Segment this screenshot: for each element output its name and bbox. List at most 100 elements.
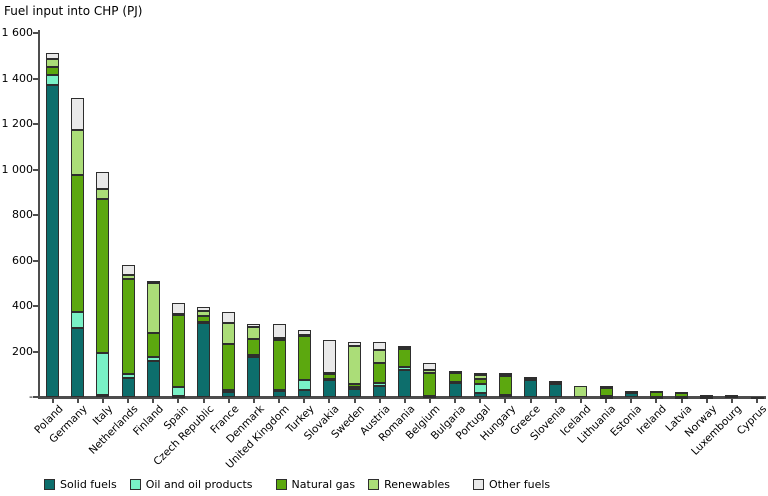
bar-segment <box>247 323 261 327</box>
bar-segment <box>348 384 361 387</box>
y-tick <box>33 305 38 307</box>
y-tick-label: 800 <box>12 208 33 221</box>
x-tick <box>202 399 205 403</box>
x-tick <box>705 399 708 403</box>
bar-segment <box>423 373 437 396</box>
bar-segment <box>373 362 387 384</box>
bar-segment <box>398 348 412 367</box>
bar-segment <box>222 311 236 324</box>
legend-label: Renewables <box>384 478 451 491</box>
bar-segment <box>398 345 412 349</box>
bar-segment <box>222 323 236 344</box>
bar-segment <box>322 379 336 382</box>
bar-segment <box>297 379 311 391</box>
legend-swatch <box>129 479 141 490</box>
x-tick <box>76 399 79 403</box>
bar-segment <box>272 323 286 339</box>
bar-segment <box>599 387 613 397</box>
x-tick <box>152 399 155 403</box>
bar-segment <box>473 379 487 385</box>
bar-segment <box>46 85 60 397</box>
bar-segment <box>448 382 462 397</box>
bar-segment <box>96 171 110 189</box>
bar-segment <box>96 199 110 353</box>
bar-segment <box>171 313 185 316</box>
bar-segment <box>423 363 437 370</box>
x-tick <box>730 399 733 403</box>
legend-swatch <box>275 479 287 490</box>
legend-label: Other fuels <box>489 478 551 491</box>
bar-segment <box>373 349 387 363</box>
bar-segment <box>146 360 160 397</box>
x-tick <box>479 399 482 403</box>
bar-segment <box>599 396 613 399</box>
bar-segment <box>498 373 512 376</box>
bar-segment <box>448 370 462 373</box>
bar-segment <box>71 175 85 312</box>
bar-segment <box>272 340 286 391</box>
bar-segment <box>247 357 261 397</box>
x-tick <box>278 399 281 403</box>
bar-segment <box>297 334 311 337</box>
y-tick-label: 1 000 <box>1 162 34 176</box>
bar-segment <box>549 382 563 397</box>
bar-segment <box>473 372 487 375</box>
x-tick <box>554 399 557 403</box>
bar-segment <box>398 348 412 351</box>
x-tick <box>378 399 381 403</box>
x-tick <box>529 399 532 403</box>
bar-segment <box>71 129 85 176</box>
legend-label: Natural gas <box>291 478 356 491</box>
bar-segment <box>46 75 60 86</box>
x-axis-line <box>38 396 766 399</box>
bar-segment <box>121 275 135 279</box>
bar-segment <box>574 386 588 397</box>
bar-segment <box>247 355 261 358</box>
bar-segment <box>171 395 185 398</box>
bar-segment <box>750 396 764 399</box>
bar-segment <box>96 352 110 395</box>
bar-segment <box>297 329 311 335</box>
y-tick-label: 1 600 <box>1 26 34 39</box>
bar-segment <box>96 188 110 200</box>
bar-segment <box>524 376 538 379</box>
x-tick <box>454 399 457 403</box>
legend-swatch <box>368 479 380 490</box>
bar-segment <box>197 321 211 324</box>
bar-segment <box>524 379 538 397</box>
y-tick-label: 600 <box>12 253 33 267</box>
legend-item: Renewables <box>368 478 450 491</box>
bar-segment <box>373 383 387 386</box>
y-tick-label: 200 <box>12 344 33 358</box>
bar-segment <box>171 302 185 314</box>
bar-segment <box>46 67 60 76</box>
bar-segment <box>71 327 85 397</box>
bar-segment <box>473 384 487 394</box>
bar-segment <box>197 323 211 397</box>
bar-segment <box>373 385 387 397</box>
x-tick <box>177 399 180 403</box>
bar-segment <box>121 374 135 378</box>
legend-item: Natural gas <box>275 478 356 491</box>
bar-segment <box>197 310 211 317</box>
bar-segment <box>222 343 236 391</box>
x-tick <box>605 399 608 403</box>
bar-segment <box>322 373 336 376</box>
bar-segment <box>423 369 437 374</box>
bar-segment <box>348 389 361 397</box>
bar-segment <box>247 326 261 340</box>
bar-segment <box>498 375 512 378</box>
bar-segment <box>297 335 311 380</box>
bar-segment <box>498 394 512 397</box>
x-tick <box>403 399 406 403</box>
y-tick-label: - <box>29 390 33 403</box>
legend-item: Other fuels <box>473 478 550 491</box>
bar-segment <box>171 386 185 396</box>
y-tick-label: 1 200 <box>1 117 34 130</box>
bar-segment <box>272 390 286 393</box>
bar-segment <box>121 278 135 375</box>
bar-segment <box>171 315 185 387</box>
bar-segment <box>700 395 714 398</box>
legend-item: Solid fuels <box>44 478 117 491</box>
legend: Solid fuels Oil and oil products Natural g… <box>44 478 563 491</box>
